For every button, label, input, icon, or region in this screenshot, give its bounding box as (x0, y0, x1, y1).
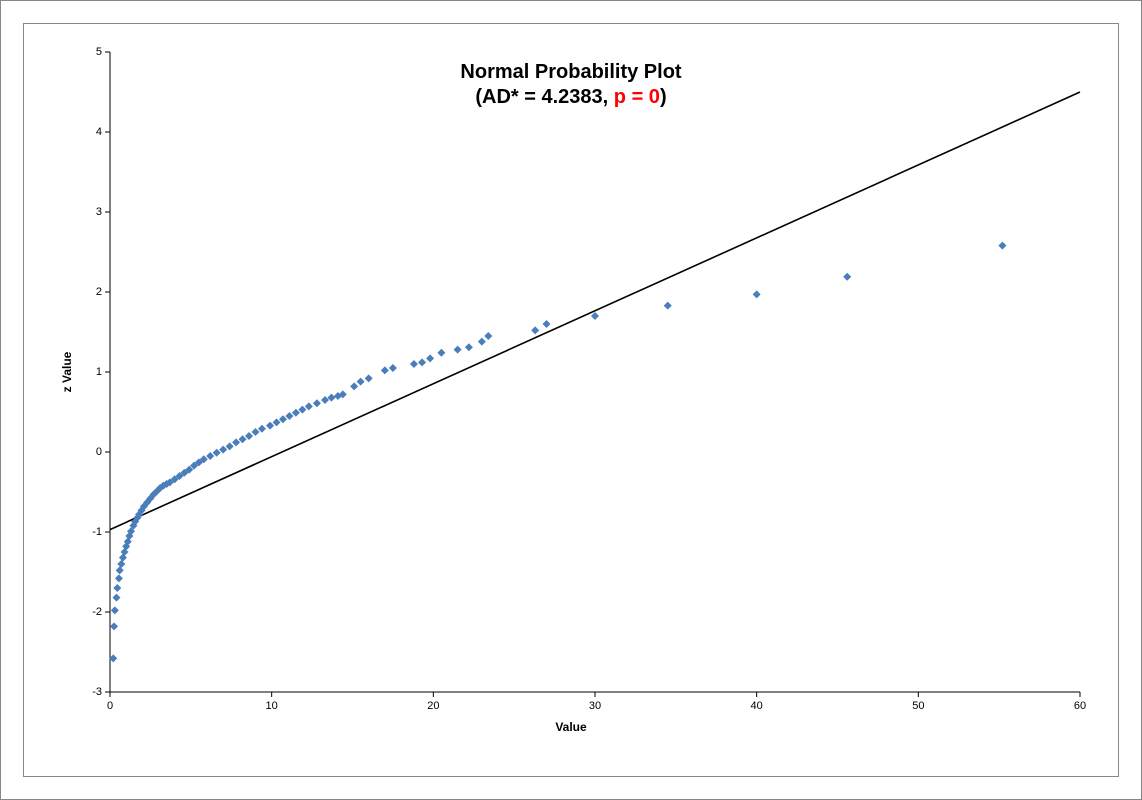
y-tick-label: -3 (82, 686, 102, 698)
scatter-point (365, 374, 373, 382)
scatter-point (213, 449, 221, 457)
chart-outer-frame: Normal Probability Plot (AD* = 4.2383, p… (0, 0, 1142, 800)
scatter-point (115, 574, 123, 582)
scatter-point (843, 273, 851, 281)
scatter-point (206, 452, 214, 460)
y-tick-label: 0 (82, 446, 102, 458)
y-tick-label: 1 (82, 366, 102, 378)
scatter-point (437, 349, 445, 357)
scatter-point (113, 584, 121, 592)
scatter-point (327, 394, 335, 402)
x-tick-label: 0 (107, 700, 113, 712)
y-tick-label: 2 (82, 286, 102, 298)
scatter-point (112, 594, 120, 602)
scatter-point (381, 366, 389, 374)
scatter-point (350, 382, 358, 390)
x-tick-label: 30 (589, 700, 601, 712)
scatter-point (266, 422, 274, 430)
scatter-point (273, 418, 281, 426)
scatter-point (305, 402, 313, 410)
y-tick-label: -1 (82, 526, 102, 538)
y-tick-label: 5 (82, 46, 102, 58)
scatter-point (543, 320, 551, 328)
x-tick-label: 20 (427, 700, 439, 712)
scatter-point (110, 622, 118, 630)
scatter-point (298, 406, 306, 414)
scatter-point (117, 560, 125, 568)
scatter-point (998, 242, 1006, 250)
scatter-point (321, 396, 329, 404)
scatter-point (531, 326, 539, 334)
scatter-point (591, 312, 599, 320)
scatter-point (389, 364, 397, 372)
scatter-point (292, 409, 300, 417)
scatter-point (418, 358, 426, 366)
scatter-point (410, 360, 418, 368)
scatter-point (753, 290, 761, 298)
scatter-point (357, 378, 365, 386)
y-axis-label: z Value (60, 352, 74, 393)
scatter-point (426, 354, 434, 362)
x-tick-label: 60 (1074, 700, 1086, 712)
scatter-point (252, 428, 260, 436)
scatter-point (454, 346, 462, 354)
scatter-point (116, 566, 124, 574)
scatter-point (664, 302, 672, 310)
scatter-point (484, 332, 492, 340)
y-tick-label: 4 (82, 126, 102, 138)
scatter-point (285, 412, 293, 420)
x-axis-label: Value (555, 720, 586, 734)
scatter-point (313, 399, 321, 407)
scatter-point (111, 606, 119, 614)
scatter-point (239, 435, 247, 443)
chart-svg (24, 24, 1120, 778)
scatter-point (465, 343, 473, 351)
chart-inner-frame: Normal Probability Plot (AD* = 4.2383, p… (23, 23, 1119, 777)
y-tick-label: -2 (82, 606, 102, 618)
x-tick-label: 40 (751, 700, 763, 712)
scatter-point (219, 446, 227, 454)
x-tick-label: 50 (912, 700, 924, 712)
scatter-point (226, 442, 234, 450)
scatter-point (245, 432, 253, 440)
scatter-point (279, 415, 287, 423)
scatter-point (478, 338, 486, 346)
x-tick-label: 10 (266, 700, 278, 712)
scatter-point (258, 425, 266, 433)
scatter-point (232, 438, 240, 446)
y-tick-label: 3 (82, 206, 102, 218)
